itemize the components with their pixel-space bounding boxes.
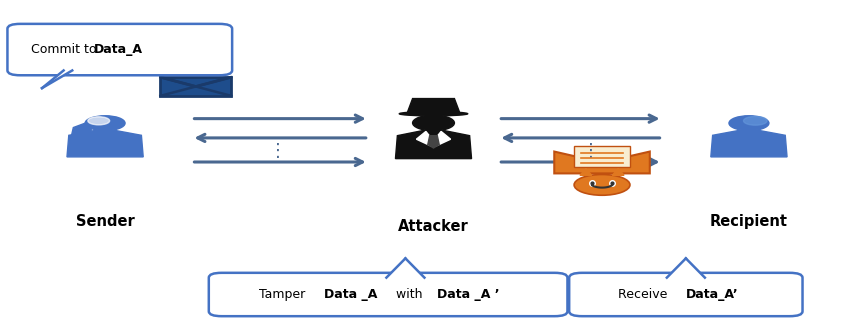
Polygon shape: [740, 131, 757, 135]
Polygon shape: [554, 152, 649, 173]
Polygon shape: [427, 136, 440, 148]
Polygon shape: [580, 168, 592, 175]
Polygon shape: [711, 131, 787, 157]
Polygon shape: [67, 131, 143, 157]
Circle shape: [88, 117, 109, 125]
Circle shape: [85, 116, 125, 131]
Circle shape: [744, 116, 767, 125]
Polygon shape: [395, 131, 472, 159]
Polygon shape: [426, 131, 441, 135]
Text: with: with: [393, 288, 427, 301]
Circle shape: [729, 116, 769, 131]
Ellipse shape: [400, 112, 467, 116]
Text: Data _A ’: Data _A ’: [437, 288, 499, 301]
Text: Sender: Sender: [75, 214, 134, 229]
Text: Data_A’: Data_A’: [687, 288, 739, 301]
Polygon shape: [97, 131, 114, 135]
Polygon shape: [416, 132, 434, 146]
Polygon shape: [70, 123, 92, 145]
FancyBboxPatch shape: [574, 146, 630, 167]
Text: ⋮: ⋮: [583, 142, 600, 160]
FancyBboxPatch shape: [569, 273, 803, 316]
Polygon shape: [407, 98, 460, 114]
Polygon shape: [667, 258, 705, 278]
Circle shape: [413, 115, 454, 131]
FancyBboxPatch shape: [8, 24, 232, 75]
Text: Recipient: Recipient: [710, 214, 788, 229]
Text: Data _A: Data _A: [323, 288, 377, 301]
Text: Tamper: Tamper: [259, 288, 310, 301]
Text: Attacker: Attacker: [398, 219, 469, 234]
Polygon shape: [612, 168, 624, 175]
FancyBboxPatch shape: [209, 273, 568, 316]
Text: Commit to: Commit to: [30, 43, 101, 56]
Polygon shape: [42, 70, 72, 88]
Text: Data_A: Data_A: [94, 43, 143, 56]
FancyBboxPatch shape: [160, 77, 231, 96]
Text: Receive: Receive: [617, 288, 671, 301]
Polygon shape: [387, 258, 425, 278]
Circle shape: [574, 175, 630, 195]
Text: ⋮: ⋮: [269, 142, 287, 160]
Polygon shape: [434, 132, 451, 146]
